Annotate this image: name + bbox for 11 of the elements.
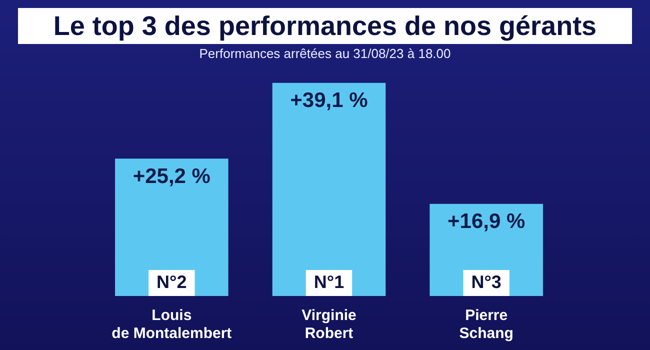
chart-title: Le top 3 des performances de nos gérants: [18, 8, 632, 44]
annotation: N°3: [471, 272, 502, 292]
data-label: +25,2 %: [132, 164, 211, 188]
x-tick-label: Pierre Schang: [459, 307, 514, 342]
data-label: +16,9 %: [448, 210, 526, 234]
x-tick-label: Virginie Robert: [302, 307, 356, 342]
annotation: N°1: [314, 272, 344, 292]
data-label: +39,1 %: [290, 89, 368, 112]
chart-subtitle: Performances arrêtées au 31/08/23 à 18.00: [198, 46, 452, 61]
annotation: N°2: [156, 272, 187, 292]
x-tick-label: Louis de Montalembert: [112, 307, 232, 342]
